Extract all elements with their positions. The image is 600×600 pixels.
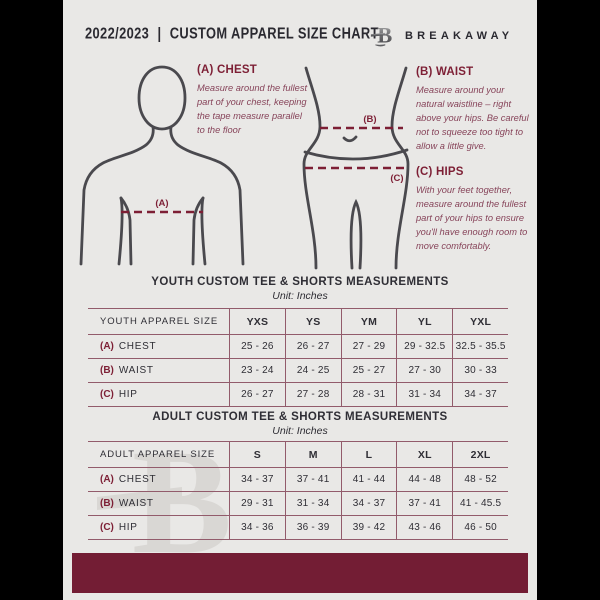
youth-table-unit: Unit: Inches (272, 290, 328, 302)
table-cell: 25 - 26 (229, 335, 285, 358)
table-cell: 27 - 29 (340, 335, 397, 358)
chest-guide-body: Measure around the fullest part of your … (197, 83, 308, 135)
table-cell: 25 - 27 (340, 359, 397, 382)
adult-table-unit: Unit: Inches (272, 425, 328, 437)
chest-guide: (A) CHEST Measure around the fullest par… (197, 64, 309, 138)
adult-table-title: ADULT CUSTOM TEE & SHORTS MEASUREMENTS (152, 411, 448, 423)
hips-guide-body: With your feet together, measure around … (416, 185, 528, 251)
table-cell: 27 - 30 (396, 359, 452, 382)
table-cell: 36 - 39 (284, 516, 341, 539)
chest-marker-label: (A) (155, 198, 168, 209)
table-cell: 30 - 33 (452, 359, 508, 382)
brand-name: BREAKAWAY (405, 29, 514, 42)
adult-col-l: L (340, 442, 397, 467)
brand-lockup: B BREAKAWAY (370, 21, 513, 50)
adult-chest-label: (A) CHEST (100, 474, 157, 485)
youth-col-ym: YM (340, 309, 397, 334)
youth-table-title: YOUTH CUSTOM TEE & SHORTS MEASUREMENTS (151, 276, 449, 288)
lower-body-figure: (B) (C) (302, 66, 410, 270)
adult-size-label: ADULT APPAREL SIZE (100, 449, 216, 460)
table-cell: 43 - 46 (396, 516, 452, 539)
hip-marker-label: (C) (390, 173, 403, 184)
waist-guide-body: Measure around your natural waistline – … (416, 85, 529, 151)
youth-col-yxs: YXS (229, 309, 285, 334)
table-cell: 29 - 32.5 (396, 335, 452, 358)
table-cell: 26 - 27 (229, 383, 285, 406)
masthead-divider: | (157, 24, 162, 42)
table-cell: 48 - 52 (452, 468, 508, 491)
table-cell: 31 - 34 (396, 383, 452, 406)
table-cell: 34 - 36 (229, 516, 285, 539)
youth-hip-label: (C) HIP (100, 389, 138, 400)
hips-guide: (C) HIPS With your feet together, measur… (416, 166, 536, 254)
table-cell: 28 - 31 (340, 383, 397, 406)
adult-col-m: M (284, 442, 341, 467)
youth-col-yl: YL (396, 309, 452, 334)
table-cell: 39 - 42 (340, 516, 397, 539)
waist-marker-label: (B) (363, 114, 376, 125)
table-cell: 46 - 50 (452, 516, 508, 539)
table-cell: 27 - 28 (284, 383, 341, 406)
waist-guide-heading: (B) WAIST (416, 66, 474, 78)
youth-waist-label: (B) WAIST (100, 365, 154, 376)
youth-size-label: YOUTH APPAREL SIZE (100, 316, 219, 327)
table-cell: 29 - 31 (229, 492, 285, 515)
table-cell: 24 - 25 (284, 359, 341, 382)
adult-col-xl: XL (396, 442, 452, 467)
adult-hip-row: (C) HIP 34 - 36 36 - 39 39 - 42 43 - 46 … (88, 516, 508, 540)
table-cell: 31 - 34 (284, 492, 341, 515)
adult-col-s: S (229, 442, 285, 467)
table-cell: 32.5 - 35.5 (452, 335, 508, 358)
adult-chest-row: (A) CHEST 34 - 37 37 - 41 41 - 44 44 - 4… (88, 468, 508, 492)
youth-col-ys: YS (284, 309, 341, 334)
table-cell: 44 - 48 (396, 468, 452, 491)
adult-hip-label: (C) HIP (100, 522, 138, 533)
table-cell: 34 - 37 (340, 492, 397, 515)
youth-waist-row: (B) WAIST 23 - 24 24 - 25 25 - 27 27 - 3… (88, 359, 508, 383)
masthead-title: CUSTOM APPAREL SIZE CHART (169, 24, 379, 42)
adult-waist-label: (B) WAIST (100, 498, 154, 509)
adult-waist-row: (B) WAIST 29 - 31 31 - 34 34 - 37 37 - 4… (88, 492, 508, 516)
footer-bar (72, 553, 528, 593)
youth-chest-row: (A) CHEST 25 - 26 26 - 27 27 - 29 29 - 3… (88, 335, 508, 359)
table-cell: 34 - 37 (229, 468, 285, 491)
adult-size-table: ADULT APPAREL SIZE S M L XL 2XL (A) CHES… (88, 441, 508, 540)
table-cell: 41 - 44 (340, 468, 397, 491)
table-cell: 26 - 27 (284, 335, 341, 358)
waist-guide: (B) WAIST Measure around your natural wa… (416, 66, 534, 154)
youth-hip-row: (C) HIP 26 - 27 27 - 28 28 - 31 31 - 34 … (88, 383, 508, 407)
table-cell: 37 - 41 (284, 468, 341, 491)
breakaway-logo-icon: B (370, 23, 392, 48)
masthead: 2022/2023 | CUSTOM APPAREL SIZE CHART (85, 24, 379, 42)
youth-chest-label: (A) CHEST (100, 341, 157, 352)
hips-guide-heading: (C) HIPS (416, 166, 464, 178)
upper-body-figure: (A) (79, 65, 245, 266)
masthead-year: 2022/2023 (85, 24, 150, 42)
table-cell: 23 - 24 (229, 359, 285, 382)
chest-guide-heading: (A) CHEST (197, 64, 257, 76)
table-cell: 37 - 41 (396, 492, 452, 515)
youth-header-row: YOUTH APPAREL SIZE YXS YS YM YL YXL (88, 309, 508, 335)
table-cell: 34 - 37 (452, 383, 508, 406)
youth-size-table: YOUTH APPAREL SIZE YXS YS YM YL YXL (A) … (88, 308, 508, 407)
adult-col-2xl: 2XL (452, 442, 508, 467)
youth-col-yxl: YXL (452, 309, 508, 334)
table-cell: 41 - 45.5 (452, 492, 508, 515)
adult-header-row: ADULT APPAREL SIZE S M L XL 2XL (88, 442, 508, 468)
